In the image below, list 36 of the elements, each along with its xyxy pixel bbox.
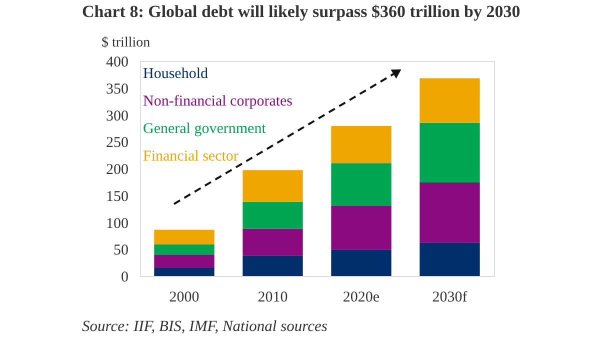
x-tick-label: 2020e xyxy=(342,290,380,306)
bar xyxy=(154,268,214,276)
bar xyxy=(331,163,392,206)
bar xyxy=(420,78,480,123)
bar xyxy=(420,122,480,182)
bar xyxy=(154,255,214,268)
source-note: Source: IIF, BIS, IMF, National sources xyxy=(82,318,328,335)
y-tick-label: 100 xyxy=(106,216,128,232)
bar xyxy=(331,206,392,250)
x-tick-label: 2010 xyxy=(258,290,288,306)
y-tick-label: 300 xyxy=(106,108,128,124)
bar xyxy=(331,250,392,276)
bar xyxy=(242,256,303,276)
y-tick-label: 50 xyxy=(114,242,128,259)
y-tick-label: 200 xyxy=(106,162,128,178)
x-tick-label: 2030f xyxy=(432,290,468,306)
series-label: Financial sector xyxy=(143,148,238,164)
bar xyxy=(154,230,214,244)
bar xyxy=(154,244,214,256)
x-tick-label: 2000 xyxy=(169,290,200,306)
bar xyxy=(420,182,480,243)
bar xyxy=(242,170,303,202)
y-tick-label: 350 xyxy=(106,81,128,98)
y-tick-label: 250 xyxy=(106,135,128,152)
bar xyxy=(242,228,303,256)
chart-title: Chart 8: Global debt will likely surpass $360 trillion by 2030 xyxy=(82,2,520,21)
text: General government xyxy=(143,121,267,137)
text: Non-financial corporates xyxy=(143,94,293,110)
y-tick-label: 400 xyxy=(106,54,128,70)
bar xyxy=(331,126,392,164)
y-tick-label: 0 xyxy=(121,270,128,286)
bar xyxy=(242,202,303,229)
text: Household xyxy=(143,66,208,82)
y-axis-title: $ trillion xyxy=(102,36,150,50)
bar xyxy=(420,242,480,276)
y-tick-label: 150 xyxy=(106,188,128,205)
